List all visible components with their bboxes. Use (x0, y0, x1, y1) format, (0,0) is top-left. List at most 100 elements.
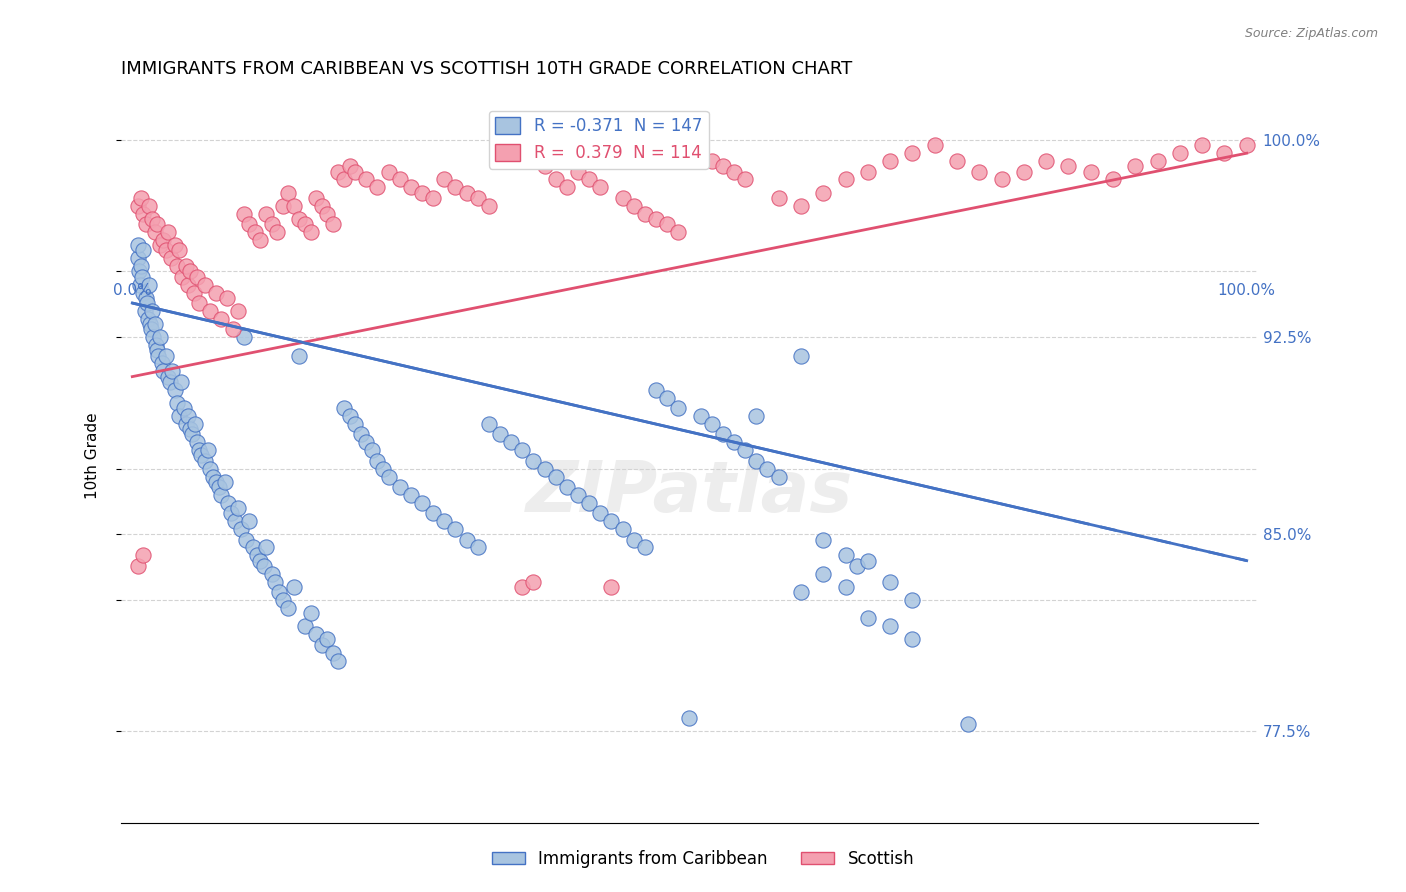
Point (634, 207, 657, 221)
Point (160, 252, 183, 266)
Point (589, 506, 612, 520)
Text: IMMIGRANTS FROM CARIBBEAN VS SCOTTISH 10TH GRADE CORRELATION CHART: IMMIGRANTS FROM CARIBBEAN VS SCOTTISH 10… (121, 60, 852, 78)
Point (657, 217, 679, 231)
Point (422, 191, 444, 205)
Point (232, 207, 254, 221)
Point (186, 269, 208, 284)
Point (249, 554, 271, 568)
Point (489, 427, 512, 442)
Point (232, 330, 254, 344)
Point (316, 632, 339, 647)
Point (146, 343, 169, 358)
Point (856, 611, 879, 625)
Point (645, 211, 668, 226)
Point (224, 514, 246, 528)
Point (200, 304, 222, 318)
Point (328, 653, 350, 667)
Point (813, 566, 835, 581)
Point (422, 506, 444, 520)
Point (901, 632, 924, 647)
Point (155, 244, 177, 258)
Point (152, 233, 174, 247)
Point (399, 488, 422, 502)
Point (879, 574, 901, 589)
Point (231, 522, 253, 536)
Point (127, 252, 149, 266)
Point (135, 291, 157, 305)
Point (142, 330, 165, 344)
Point (678, 711, 700, 725)
Point (214, 475, 236, 489)
Point (645, 383, 668, 397)
Point (377, 469, 399, 483)
Point (209, 311, 232, 326)
Point (377, 164, 399, 178)
Point (834, 549, 856, 563)
Point (1035, 154, 1057, 169)
Point (333, 172, 356, 186)
Point (578, 172, 600, 186)
Point (723, 164, 745, 178)
Point (194, 454, 217, 468)
Point (834, 580, 856, 594)
Point (190, 449, 212, 463)
Point (166, 259, 188, 273)
Point (132, 285, 155, 300)
Point (1146, 154, 1168, 169)
Point (333, 401, 356, 416)
Point (501, 154, 523, 169)
Point (322, 646, 344, 660)
Point (209, 488, 232, 502)
Point (141, 322, 163, 336)
Point (246, 549, 269, 563)
Point (166, 396, 188, 410)
Point (1080, 164, 1102, 178)
Point (253, 558, 276, 573)
Point (249, 233, 271, 247)
Point (127, 558, 149, 573)
Point (146, 349, 169, 363)
Point (745, 409, 768, 423)
Point (544, 172, 567, 186)
Point (215, 291, 238, 305)
Point (145, 338, 167, 352)
Point (478, 199, 501, 213)
Point (271, 593, 294, 607)
Point (221, 506, 243, 520)
Point (924, 138, 946, 153)
Point (201, 469, 224, 483)
Point (152, 364, 174, 378)
Text: 100.0%: 100.0% (1218, 283, 1275, 298)
Point (254, 541, 277, 555)
Point (533, 159, 555, 173)
Point (167, 244, 190, 258)
Point (350, 427, 373, 442)
Point (856, 164, 879, 178)
Point (260, 217, 283, 231)
Point (510, 443, 533, 458)
Legend: Immigrants from Caribbean, Scottish: Immigrants from Caribbean, Scottish (485, 844, 921, 875)
Point (283, 199, 305, 213)
Point (768, 469, 790, 483)
Point (634, 541, 657, 555)
Point (174, 417, 197, 431)
Point (299, 606, 322, 620)
Point (205, 285, 228, 300)
Point (612, 522, 634, 536)
Point (1236, 138, 1258, 153)
Point (127, 199, 149, 213)
Point (478, 417, 501, 431)
Point (533, 461, 555, 475)
Point (623, 533, 645, 547)
Point (1213, 146, 1236, 161)
Point (179, 422, 201, 436)
Point (734, 443, 756, 458)
Point (845, 558, 868, 573)
Point (666, 401, 689, 416)
Point (294, 217, 316, 231)
Point (294, 619, 316, 633)
Point (456, 533, 478, 547)
Point (339, 409, 361, 423)
Point (205, 475, 228, 489)
Point (288, 349, 311, 363)
